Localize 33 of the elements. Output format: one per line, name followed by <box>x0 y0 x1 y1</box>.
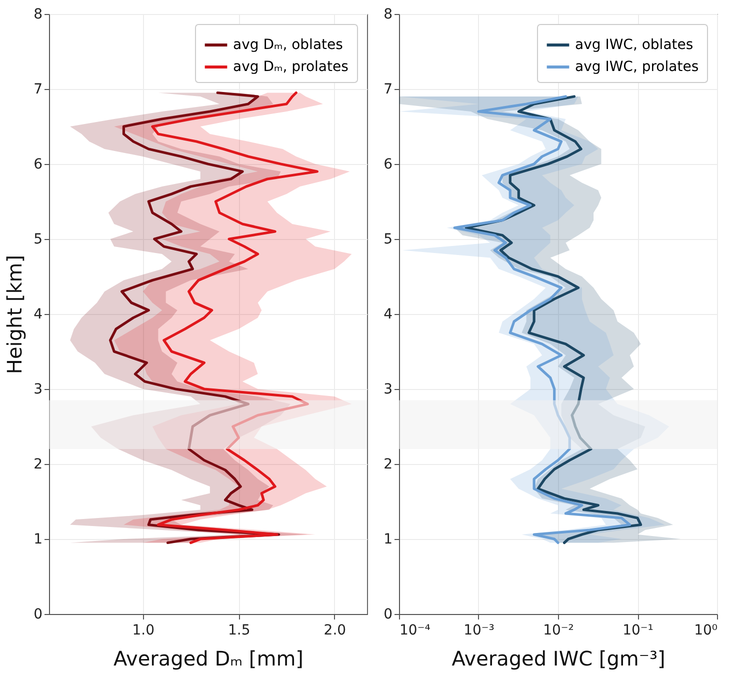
y-tick-label: 2 <box>384 456 392 472</box>
x-tick-label: 2.0 <box>324 622 346 638</box>
y-tick-label: 2 <box>34 456 42 472</box>
y-tick-label: 5 <box>384 232 392 248</box>
x-tick-label: 10⁻³ <box>464 622 494 638</box>
x-tick-label: 10⁻² <box>543 622 574 638</box>
legend-label: avg IWC, prolates <box>575 59 699 75</box>
y-tick-label: 4 <box>384 306 393 322</box>
x-tick-label: 10⁻¹ <box>622 622 654 638</box>
y-tick-label: 8 <box>34 6 42 22</box>
y-tick-label: 6 <box>384 156 393 172</box>
y-tick-label: 7 <box>384 82 392 98</box>
y-tick-label: 6 <box>34 156 43 172</box>
legend-label: avg IWC, oblates <box>575 37 694 53</box>
x-tick-label: 1.0 <box>132 622 154 638</box>
legend-label: avg Dₘ, oblates <box>233 37 343 53</box>
y-tick-label: 1 <box>384 532 392 548</box>
y-tick-label: 3 <box>384 382 392 398</box>
x-tick-label: 1.5 <box>228 622 250 638</box>
y-tick-label: 8 <box>384 6 392 22</box>
y-axis-title: Height [km] <box>2 254 27 374</box>
y-tick-label: 4 <box>34 306 43 322</box>
y-tick-label: 3 <box>34 382 42 398</box>
x-axis-title: Averaged Dₘ [mm] <box>114 646 304 670</box>
y-tick-label: 5 <box>34 232 42 248</box>
x-axis-title: Averaged IWC [gm⁻³] <box>452 646 666 670</box>
y-tick-label: 0 <box>34 606 42 622</box>
y-tick-label: 1 <box>34 532 42 548</box>
legend-label: avg Dₘ, prolates <box>233 59 348 75</box>
x-tick-label: 10⁻⁴ <box>400 622 431 638</box>
y-tick-label: 0 <box>384 606 392 622</box>
x-tick-label: 10⁰ <box>694 622 718 638</box>
y-tick-label: 7 <box>34 82 42 98</box>
